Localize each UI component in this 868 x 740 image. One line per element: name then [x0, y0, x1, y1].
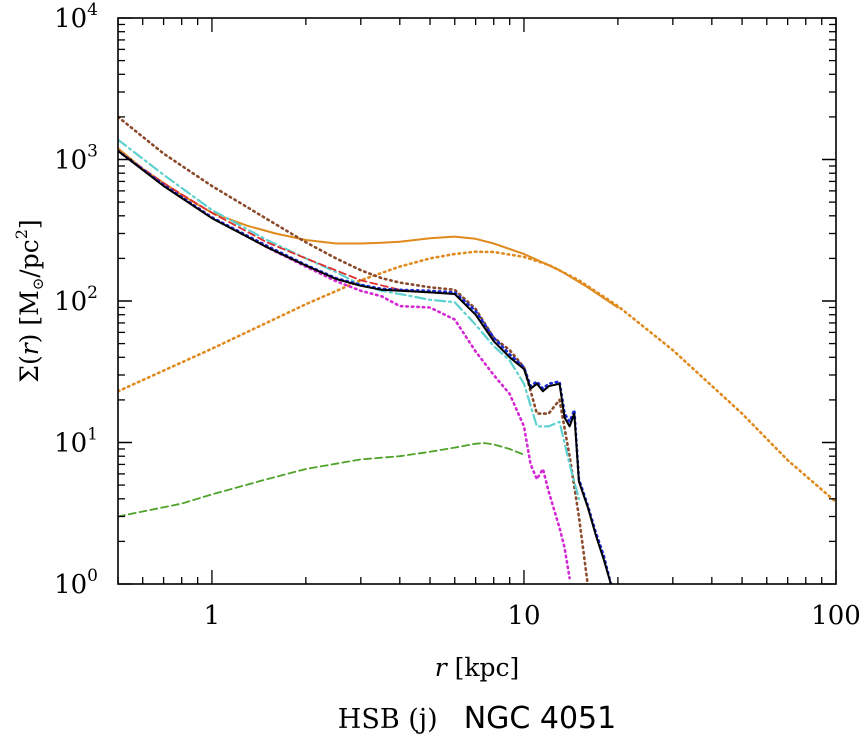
series-observed-blue [118, 149, 613, 584]
x-tick-label: 10 [507, 601, 540, 631]
tick-layer [117, 17, 837, 585]
y-tick-label: 104 [54, 0, 98, 34]
x-axis-label: r [kpc] [435, 653, 520, 682]
series-stellar-cyan-model [118, 138, 581, 500]
y-tick-label: 102 [54, 283, 98, 317]
y-tick-label: 103 [54, 142, 98, 176]
series-observed-black [118, 149, 612, 584]
series-halo-component [118, 250, 836, 504]
series-stellar-red-model [118, 149, 456, 295]
y-axis-label: Σ(r) [M⊙/pc2] [12, 219, 47, 382]
plot-frame [117, 17, 837, 585]
series-stellar-upper-model [118, 115, 590, 584]
y-tick-label: 100 [54, 566, 98, 600]
series-layer [118, 115, 836, 584]
x-tick-label: 1 [204, 601, 221, 631]
x-tick-label: 100 [811, 601, 861, 631]
tick-label-layer: 1 10 100 100 101 102 103 104 [54, 0, 861, 631]
series-gas-component [118, 442, 525, 518]
y-tick-label: 101 [54, 425, 98, 459]
figure-caption: HSB (j) NGC 4051 [338, 701, 616, 736]
series-stellar-magenta-model [118, 149, 571, 580]
